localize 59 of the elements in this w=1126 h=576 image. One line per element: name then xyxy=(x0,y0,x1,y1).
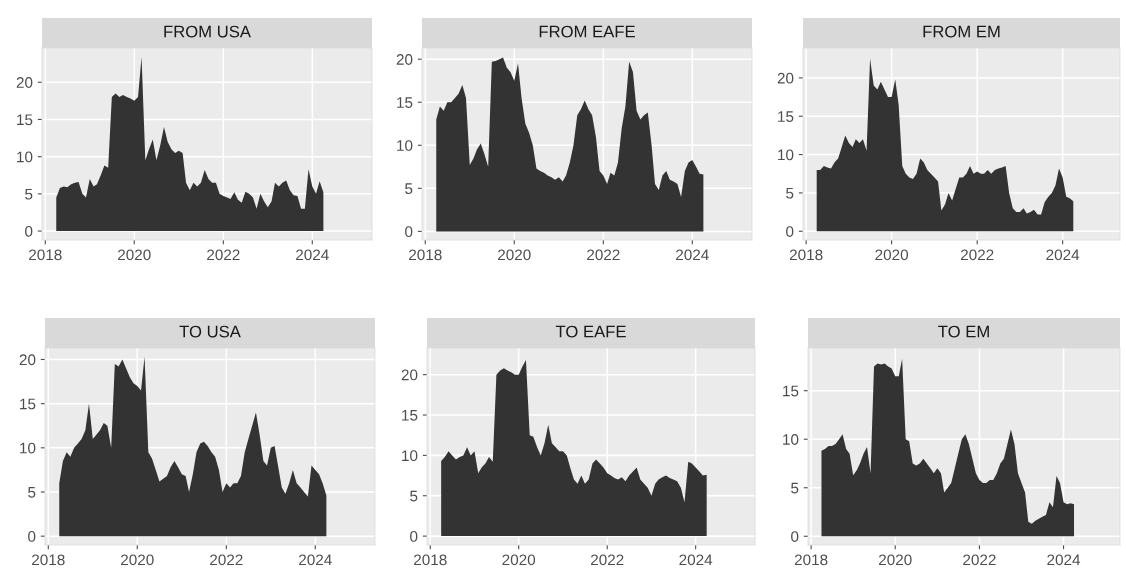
y-tick-label: 5 xyxy=(791,482,799,494)
x-tick-label: 2024 xyxy=(1047,554,1081,566)
chart-title: FROM EAFE xyxy=(539,25,635,38)
y-tick-label: 15 xyxy=(783,385,799,397)
x-tick-label: 2020 xyxy=(121,554,154,566)
y-tick-label: 5 xyxy=(28,487,36,498)
y-tick-label: 15 xyxy=(778,111,794,122)
x-tick-label: 2018 xyxy=(32,554,65,566)
y-tick-label: 0 xyxy=(786,226,794,237)
y-tick-label: 20 xyxy=(16,77,33,88)
x-tick-label: 2024 xyxy=(296,249,329,261)
x-tick-label: 2024 xyxy=(1046,249,1080,261)
y-tick-label: 0 xyxy=(791,531,799,542)
y-tick-label: 15 xyxy=(402,410,418,421)
y-tick-label: 20 xyxy=(396,54,413,65)
x-tick-label: 2022 xyxy=(963,554,996,566)
y-tick-label: 15 xyxy=(17,114,33,126)
chart-title: FROM EM xyxy=(923,25,1000,38)
y-tick-label: 0 xyxy=(405,226,413,238)
x-tick-label: 2020 xyxy=(878,554,912,566)
x-tick-label: 2024 xyxy=(299,554,332,566)
x-tick-label: 2018 xyxy=(414,554,447,566)
x-tick-label: 2022 xyxy=(960,249,994,261)
y-tick-label: 10 xyxy=(778,149,794,161)
x-tick-label: 2018 xyxy=(29,249,62,261)
y-tick-label: 10 xyxy=(17,151,33,163)
chart-title: TO EAFE xyxy=(555,325,626,338)
y-tick-label: 0 xyxy=(410,530,418,542)
y-tick-label: 10 xyxy=(402,450,418,462)
x-tick-label: 2020 xyxy=(502,554,536,566)
x-tick-label: 2020 xyxy=(118,249,151,261)
y-tick-label: 20 xyxy=(777,72,794,84)
y-tick-label: 20 xyxy=(401,369,418,381)
y-tick-label: 5 xyxy=(786,187,794,199)
chart-title: TO USA xyxy=(179,325,241,338)
y-tick-label: 5 xyxy=(410,490,418,502)
x-tick-label: 2022 xyxy=(587,249,620,261)
y-tick-label: 10 xyxy=(20,442,36,454)
y-tick-label: 20 xyxy=(19,354,36,366)
y-tick-label: 5 xyxy=(405,183,413,195)
y-tick-label: 10 xyxy=(783,434,799,445)
x-tick-label: 2022 xyxy=(207,249,240,261)
x-tick-label: 2024 xyxy=(679,554,713,566)
x-tick-label: 2018 xyxy=(794,554,828,566)
x-tick-label: 2022 xyxy=(591,554,624,566)
x-tick-label: 2024 xyxy=(676,249,709,261)
y-tick-label: 0 xyxy=(28,531,36,542)
x-tick-label: 2018 xyxy=(789,249,823,261)
y-tick-label: 0 xyxy=(25,225,33,237)
x-tick-label: 2022 xyxy=(210,554,243,566)
chart-title: FROM USA xyxy=(164,25,251,38)
y-tick-label: 5 xyxy=(25,188,33,200)
x-tick-label: 2018 xyxy=(409,249,442,261)
y-tick-label: 10 xyxy=(397,140,413,151)
y-tick-label: 15 xyxy=(20,398,36,410)
y-tick-label: 15 xyxy=(397,97,413,108)
x-tick-label: 2020 xyxy=(498,249,531,261)
x-tick-label: 2020 xyxy=(875,249,909,261)
chart-title: TO EM xyxy=(938,325,989,338)
